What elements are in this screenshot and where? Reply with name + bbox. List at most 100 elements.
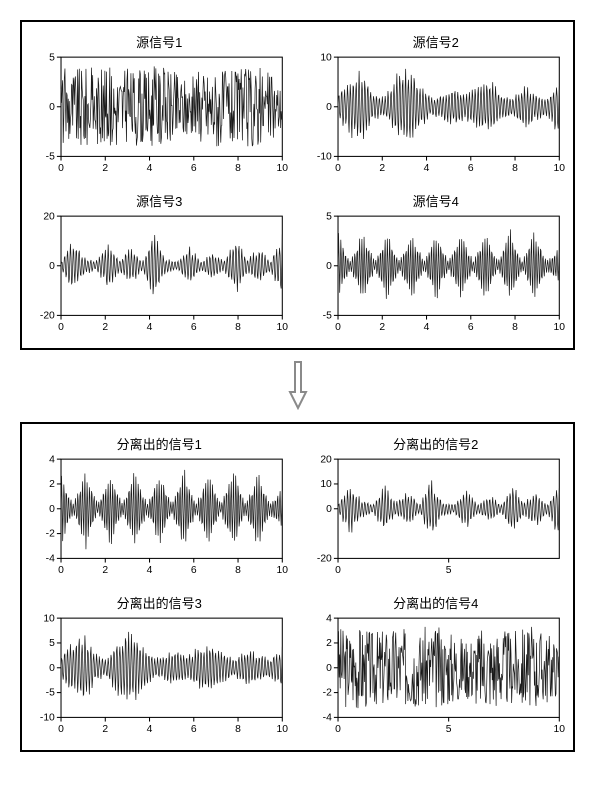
bottom-grid: 分离出的信号1-4-20240246810分离出的信号2-200102005分离… xyxy=(30,434,565,738)
y-tick-label: -10 xyxy=(316,152,331,163)
y-tick-label: 10 xyxy=(43,614,55,624)
bottom_group-chart-2: 分离出的信号3 -10 -5 0 5 10 0 2 4 6 8 10 xyxy=(30,593,289,738)
x-tick-label: 2 xyxy=(379,322,385,333)
x-tick-label: 2 xyxy=(102,322,108,333)
bottom_group-chart-3-svg: -4 -2 0 2 4 0 5 10 xyxy=(307,614,566,738)
top_group-chart-3-svg: -5 0 5 0 2 4 6 8 10 xyxy=(307,212,566,336)
y-tick-label: 20 xyxy=(43,212,55,222)
y-tick-label: 0 xyxy=(326,504,332,515)
y-tick-label: 0 xyxy=(326,102,332,113)
bottom_group-chart-1-svg: -20 0 10 20 0 5 xyxy=(307,455,566,579)
x-tick-label: 4 xyxy=(423,163,429,174)
x-tick-label: 2 xyxy=(102,163,108,174)
y-tick-label: 0 xyxy=(49,102,55,113)
x-tick-label: 10 xyxy=(553,163,565,174)
top_group-chart-0: 源信号1-5050246810 xyxy=(30,32,289,177)
top-grid: 源信号1-5050246810源信号2-100100246810源信号3-200… xyxy=(30,32,565,336)
y-tick-label: 5 xyxy=(49,53,55,63)
y-tick-label: 4 xyxy=(326,614,332,624)
y-tick-label: -20 xyxy=(316,554,331,565)
x-tick-label: 8 xyxy=(235,322,241,333)
x-tick-label: 6 xyxy=(467,322,473,333)
x-tick-label: 10 xyxy=(277,565,289,576)
x-tick-label: 4 xyxy=(147,724,153,735)
x-tick-label: 8 xyxy=(512,163,518,174)
down-arrow-icon xyxy=(286,360,310,410)
x-tick-label: 4 xyxy=(423,322,429,333)
x-tick-label: 0 xyxy=(335,163,341,174)
x-tick-label: 4 xyxy=(147,565,153,576)
x-tick-label: 0 xyxy=(335,322,341,333)
top_group-chart-0-svg: -5050246810 xyxy=(30,53,289,177)
x-tick-label: 6 xyxy=(467,163,473,174)
x-tick-label: 6 xyxy=(191,724,197,735)
x-tick-label: 5 xyxy=(445,724,451,735)
x-tick-label: 2 xyxy=(379,163,385,174)
bottom_group-chart-0: 分离出的信号1-4-20240246810 xyxy=(30,434,289,579)
y-tick-label: 20 xyxy=(320,455,332,465)
x-tick-label: 10 xyxy=(277,322,289,333)
y-tick-label: 0 xyxy=(49,663,55,674)
y-tick-label: -10 xyxy=(40,713,55,724)
y-tick-label: 5 xyxy=(326,212,332,222)
y-tick-label: 0 xyxy=(49,504,55,515)
x-tick-label: 10 xyxy=(553,724,565,735)
y-tick-label: 5 xyxy=(49,638,55,649)
top_group-chart-3: 源信号4 -5 0 5 0 2 4 6 8 10 xyxy=(307,191,566,336)
x-tick-label: 6 xyxy=(191,163,197,174)
y-tick-label: -20 xyxy=(40,311,55,322)
top_group-chart-1-svg: -100100246810 xyxy=(307,53,566,177)
y-tick-label: 10 xyxy=(320,479,332,490)
chart-title: 源信号4 xyxy=(307,191,566,210)
x-tick-label: 4 xyxy=(147,322,153,333)
y-tick-label: 4 xyxy=(49,455,55,465)
y-tick-label: 0 xyxy=(326,261,332,272)
chart-title: 分离出的信号1 xyxy=(30,434,289,453)
y-tick-label: 0 xyxy=(49,261,55,272)
x-tick-label: 2 xyxy=(102,724,108,735)
chart-title: 分离出的信号3 xyxy=(30,593,289,612)
x-tick-label: 6 xyxy=(191,322,197,333)
x-tick-label: 5 xyxy=(445,565,451,576)
chart-title: 分离出的信号4 xyxy=(307,593,566,612)
x-tick-label: 6 xyxy=(191,565,197,576)
y-tick-label: -5 xyxy=(322,311,331,322)
x-tick-label: 0 xyxy=(58,322,64,333)
x-tick-label: 0 xyxy=(335,724,341,735)
bottom-separated-signals-panel: 分离出的信号1-4-20240246810分离出的信号2-200102005分离… xyxy=(20,422,575,752)
x-tick-label: 8 xyxy=(512,322,518,333)
y-tick-label: -4 xyxy=(46,554,55,565)
x-tick-label: 8 xyxy=(235,565,241,576)
x-tick-label: 2 xyxy=(102,565,108,576)
x-tick-label: 4 xyxy=(147,163,153,174)
chart-title: 源信号1 xyxy=(30,32,289,51)
x-tick-label: 10 xyxy=(277,163,289,174)
x-tick-label: 10 xyxy=(553,322,565,333)
chart-title: 源信号2 xyxy=(307,32,566,51)
chart-title: 源信号3 xyxy=(30,191,289,210)
y-tick-label: 2 xyxy=(49,479,55,490)
x-tick-label: 0 xyxy=(58,724,64,735)
x-tick-label: 0 xyxy=(335,565,341,576)
x-tick-label: 0 xyxy=(58,565,64,576)
x-tick-label: 8 xyxy=(235,724,241,735)
y-tick-label: -4 xyxy=(322,713,331,724)
bottom_group-chart-1: 分离出的信号2 -20 0 10 20 0 5 xyxy=(307,434,566,579)
top_group-chart-2: 源信号3-200200246810 xyxy=(30,191,289,336)
x-tick-label: 8 xyxy=(235,163,241,174)
y-tick-label: -5 xyxy=(46,152,55,163)
x-tick-label: 0 xyxy=(58,163,64,174)
x-tick-label: 10 xyxy=(277,724,289,735)
arrow-row xyxy=(20,360,575,410)
y-tick-label: -2 xyxy=(322,688,331,699)
top_group-chart-1: 源信号2-100100246810 xyxy=(307,32,566,177)
bottom_group-chart-3: 分离出的信号4 -4 -2 0 2 4 0 5 10 xyxy=(307,593,566,738)
y-tick-label: 2 xyxy=(326,638,332,649)
bottom_group-chart-2-svg: -10 -5 0 5 10 0 2 4 6 8 10 xyxy=(30,614,289,738)
chart-title: 分离出的信号2 xyxy=(307,434,566,453)
bottom_group-chart-0-svg: -4-20240246810 xyxy=(30,455,289,579)
y-tick-label: 0 xyxy=(326,663,332,674)
top_group-chart-2-svg: -200200246810 xyxy=(30,212,289,336)
top-source-signals-panel: 源信号1-5050246810源信号2-100100246810源信号3-200… xyxy=(20,20,575,350)
y-tick-label: -5 xyxy=(46,688,55,699)
